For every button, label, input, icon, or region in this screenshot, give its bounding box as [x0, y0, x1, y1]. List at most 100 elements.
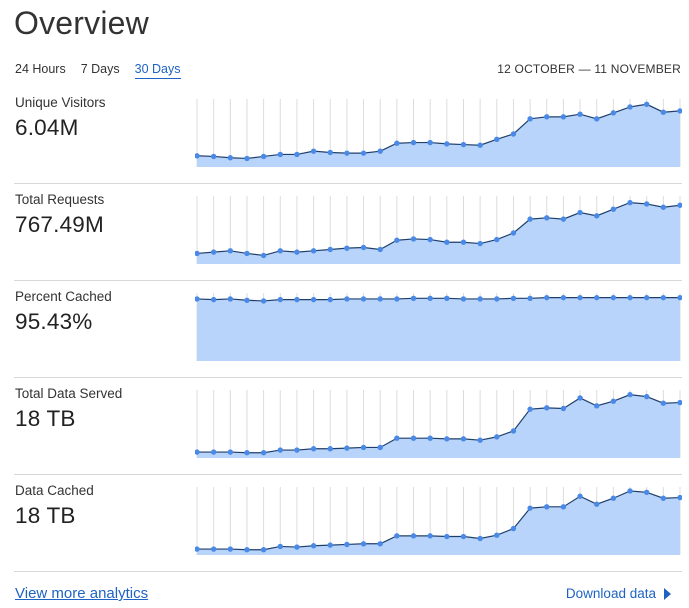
data-point: [560, 405, 567, 412]
metric-label: Total Requests: [15, 192, 105, 207]
divider: [14, 474, 682, 475]
tab-30-days[interactable]: 30 Days: [134, 62, 181, 79]
data-point: [477, 296, 483, 302]
data-point: [444, 436, 450, 442]
data-point: [294, 249, 300, 255]
data-point: [677, 108, 682, 114]
data-point: [627, 488, 633, 494]
data-point: [427, 139, 433, 146]
data-point: [460, 436, 467, 442]
metric-value: 767.49M: [15, 212, 104, 237]
data-point: [677, 202, 682, 208]
data-point: [610, 110, 617, 116]
data-point: [360, 444, 367, 451]
area-fill: [197, 394, 680, 458]
data-point: [377, 444, 383, 451]
data-point: [327, 542, 333, 548]
data-point: [577, 395, 583, 401]
data-point: [410, 295, 417, 301]
data-point: [477, 535, 483, 542]
data-point: [660, 400, 667, 406]
data-point: [244, 297, 250, 303]
data-point: [244, 155, 250, 162]
data-point: [244, 450, 250, 456]
data-point: [510, 131, 517, 137]
data-point: [344, 245, 350, 251]
area-fill: [197, 202, 680, 264]
data-point: [377, 541, 383, 547]
data-point: [394, 533, 400, 539]
data-point: [394, 296, 400, 302]
tab-24-hours[interactable]: 24 Hours: [15, 62, 66, 76]
data-point: [327, 296, 333, 303]
data-point: [560, 294, 567, 301]
series-line: [196, 103, 681, 160]
data-point: [277, 447, 283, 453]
data-point: [544, 294, 550, 301]
data-point: [410, 533, 417, 539]
data-point: [460, 239, 467, 245]
divider: [14, 571, 682, 572]
data-point: [344, 150, 350, 156]
data-point: [344, 445, 350, 451]
sparkline-chart-unique-visitors: [195, 99, 682, 167]
data-point: [394, 237, 400, 243]
data-point: [627, 294, 633, 301]
data-point: [544, 405, 550, 411]
metric-label: Unique Visitors: [15, 95, 106, 110]
date-range: 12 OCTOBER — 11 NOVEMBER: [497, 62, 681, 76]
data-point: [660, 109, 667, 115]
data-point: [360, 541, 367, 547]
caret-right-icon: [664, 587, 671, 600]
data-point: [643, 201, 650, 207]
data-point: [527, 295, 533, 301]
data-point: [477, 437, 483, 443]
divider: [14, 280, 682, 281]
data-point: [410, 139, 417, 146]
data-point: [260, 547, 267, 553]
download-data-button[interactable]: Download data: [566, 586, 671, 601]
data-point: [610, 398, 617, 404]
sparkline-chart-percent-cached: [195, 293, 682, 361]
data-point: [477, 240, 483, 247]
data-point: [460, 141, 467, 148]
metric-row-total-data-served: Total Data Served 18 TB: [14, 378, 682, 475]
data-point: [660, 204, 667, 210]
data-point: [227, 296, 234, 302]
data-point: [477, 142, 483, 148]
data-point: [195, 153, 200, 159]
data-point: [294, 151, 300, 158]
data-point: [344, 541, 350, 548]
data-point: [294, 296, 300, 303]
area-fill: [197, 104, 680, 167]
data-point: [444, 295, 450, 301]
data-point: [643, 101, 650, 107]
data-point: [660, 495, 667, 501]
data-point: [360, 150, 367, 156]
data-point: [627, 104, 633, 110]
area-fill: [197, 297, 680, 361]
data-point: [527, 505, 533, 511]
metric-row-unique-visitors: Unique Visitors 6.04M: [14, 87, 682, 184]
download-label: Download data: [565, 586, 656, 601]
data-point: [594, 213, 600, 219]
time-range-tabs: 24 Hours 7 Days 30 Days: [15, 62, 196, 79]
data-point: [494, 236, 500, 243]
data-point: [494, 296, 500, 302]
metric-value: 6.04M: [15, 115, 79, 140]
data-point: [195, 546, 200, 552]
data-point: [260, 252, 267, 259]
data-point: [344, 296, 350, 302]
data-point: [260, 450, 267, 456]
data-point: [643, 294, 650, 301]
data-point: [310, 446, 317, 452]
data-point: [277, 151, 283, 158]
data-point: [577, 209, 583, 216]
data-point: [544, 114, 550, 120]
tab-7-days[interactable]: 7 Days: [80, 62, 120, 76]
data-point: [210, 249, 217, 255]
metric-value: 95.43%: [15, 309, 93, 334]
data-point: [510, 295, 517, 301]
view-more-analytics-link[interactable]: View more analytics: [15, 585, 149, 602]
data-point: [277, 296, 283, 303]
